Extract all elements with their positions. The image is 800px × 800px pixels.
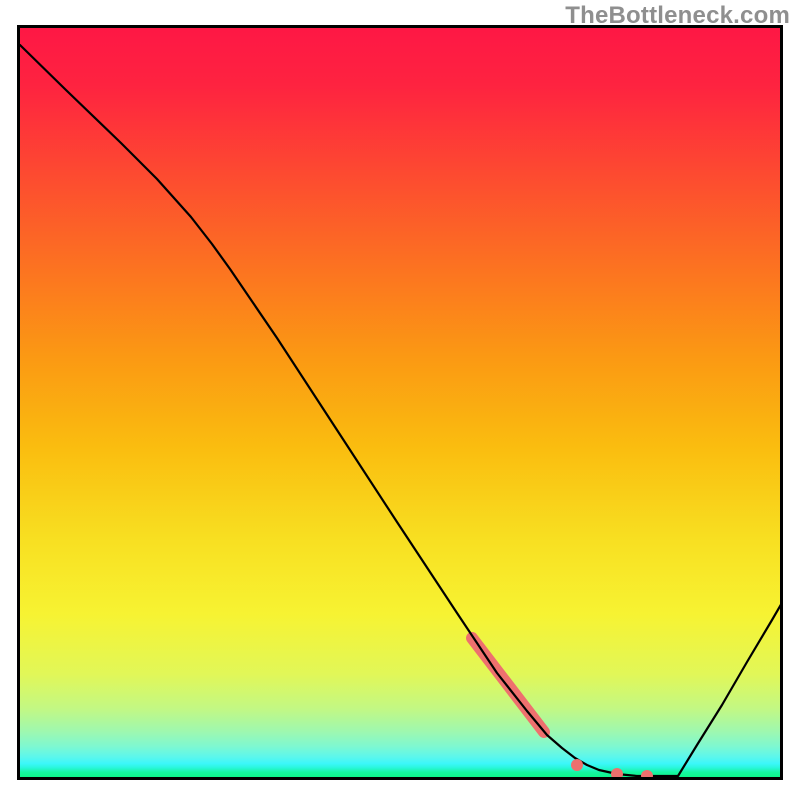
gradient-bg: [17, 25, 783, 780]
plot-area: [17, 25, 783, 780]
stage: TheBottleneck.com: [0, 0, 800, 800]
valley-dot: [571, 759, 583, 771]
chart-svg: [17, 25, 783, 780]
valley-dot: [611, 768, 623, 780]
